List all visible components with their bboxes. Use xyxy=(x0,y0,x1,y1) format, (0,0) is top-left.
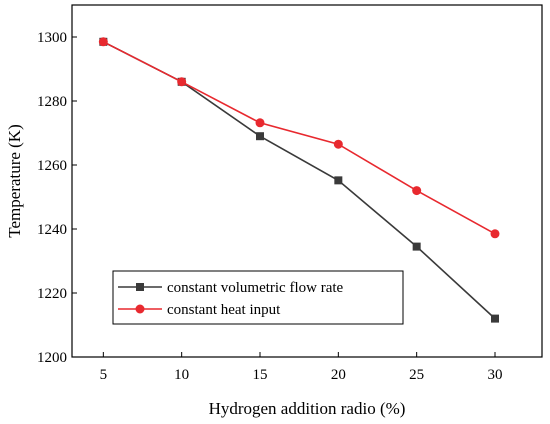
y-tick-label: 1200 xyxy=(37,350,67,366)
data-point-square xyxy=(334,176,343,185)
data-point-circle xyxy=(98,37,108,47)
y-tick-label: 1280 xyxy=(37,94,67,110)
y-tick-label: 1260 xyxy=(37,158,67,174)
data-point-circle xyxy=(333,139,343,149)
plot-frame xyxy=(71,4,543,358)
legend-label: constant heat input xyxy=(167,302,281,318)
x-tick-label: 15 xyxy=(253,367,268,383)
series-layer xyxy=(98,37,500,323)
data-point-square xyxy=(412,242,421,251)
legend-item: constant heat input xyxy=(118,302,281,318)
x-axis-title: Hydrogen addition radio (%) xyxy=(209,399,406,418)
data-point-square xyxy=(136,283,144,291)
data-point-circle xyxy=(255,118,265,128)
y-axis: 1200 1220 1240 1260 1280 1300 xyxy=(37,30,77,366)
x-tick-label: 5 xyxy=(100,367,108,383)
legend-item: constant volumetric flow rate xyxy=(118,280,344,296)
data-point-circle xyxy=(135,304,145,314)
data-point-square xyxy=(256,132,264,141)
x-tick-label: 25 xyxy=(409,367,424,383)
x-tick-label: 20 xyxy=(331,367,346,383)
x-axis: 5 10 15 20 25 30 xyxy=(100,352,503,383)
series-line xyxy=(102,41,496,235)
data-point-circle xyxy=(490,229,500,239)
y-tick-label: 1300 xyxy=(37,30,67,46)
y-tick-label: 1240 xyxy=(37,222,67,238)
data-point-square xyxy=(491,314,499,323)
series-2 xyxy=(98,37,500,239)
legend: constant volumetric flow rate constant he… xyxy=(112,270,404,325)
legend-label: constant volumetric flow rate xyxy=(167,280,344,296)
data-point-circle xyxy=(412,186,422,196)
data-point-circle xyxy=(177,77,187,87)
y-tick-label: 1220 xyxy=(37,286,67,302)
x-tick-label: 30 xyxy=(488,367,503,383)
legend-box xyxy=(112,270,404,325)
x-tick-label: 10 xyxy=(174,367,189,383)
y-axis-title: Temperature (K) xyxy=(5,124,24,238)
